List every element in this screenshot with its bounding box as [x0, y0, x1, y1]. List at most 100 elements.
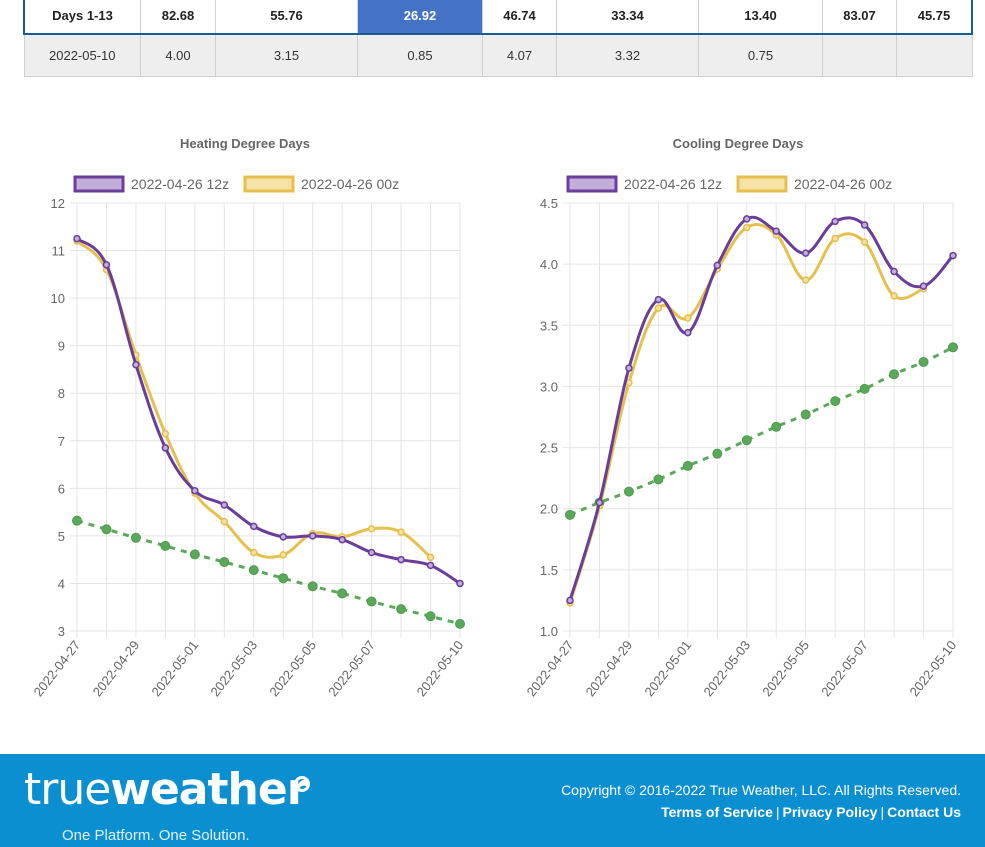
hdd-legend-swatch	[73, 175, 125, 193]
hdd-data-point	[250, 548, 258, 557]
cdd-legend: 2022-04-26 12z 2022-04-26 00z	[566, 175, 892, 193]
table-cell: 13.40	[698, 0, 823, 35]
cdd-data-point	[800, 409, 811, 420]
cdd-x-tick-label: 2022-05-01	[641, 638, 694, 700]
hdd-data-point	[337, 588, 348, 599]
cdd-data-point	[565, 509, 575, 520]
table-cell: 82.68	[140, 0, 216, 35]
hdd-data-point	[219, 557, 230, 568]
hdd-data-point	[102, 261, 111, 269]
cdd-y-tick-label: 3.0	[540, 379, 558, 394]
hdd-data-point	[397, 555, 405, 564]
privacy-policy-link[interactable]: Privacy Policy	[782, 804, 878, 820]
hdd-data-point	[191, 486, 199, 495]
cdd-data-point	[801, 276, 810, 284]
cdd-data-point	[712, 448, 723, 459]
hdd-y-tick-label: 11	[52, 244, 66, 259]
cdd-data-point	[684, 314, 692, 322]
hdd-x-tick-label: 2022-05-01	[148, 638, 201, 700]
hdd-data-point	[130, 532, 141, 543]
hdd-data-point	[455, 618, 465, 629]
hdd-data-point	[307, 581, 318, 592]
table-row-date: 2022-05-10 4.00 3.15 0.85 4.07 3.32 0.75	[23, 33, 973, 77]
hdd-data-point	[279, 533, 287, 541]
hdd-x-tick-label: 2022-05-10	[414, 638, 467, 700]
table-cell: 26.92	[357, 0, 483, 35]
cdd-y-tick-label: 1.5	[540, 563, 558, 578]
cdd-data-point	[860, 238, 869, 246]
hdd-data-point	[220, 501, 229, 509]
hdd-data-point	[278, 573, 289, 584]
cdd-y-tick-label: 3.5	[540, 318, 558, 333]
hdd-y-tick-label: 9	[58, 339, 65, 354]
hdd-data-point	[338, 535, 346, 544]
logo-tagline: One Platform. One Solution.	[62, 827, 250, 844]
hdd-data-point	[72, 515, 82, 526]
hdd-data-point	[161, 429, 170, 438]
cdd-legend-label: 2022-04-26 12z	[624, 176, 722, 192]
hdd-data-point	[367, 525, 376, 533]
table-cell	[822, 33, 897, 77]
hdd-x-tick-label: 2022-05-03	[207, 638, 260, 700]
cdd-data-point	[682, 460, 693, 471]
hdd-x-tick-label: 2022-05-07	[325, 638, 378, 700]
cdd-data-point	[948, 342, 958, 353]
trueweather-logo[interactable]: trueweather One Platform. One Solution.	[24, 768, 310, 844]
cdd-legend-swatch	[566, 175, 618, 193]
cdd-data-point	[623, 486, 634, 497]
terms-of-service-link[interactable]: Terms of Service	[661, 804, 773, 820]
cdd-data-point	[741, 435, 752, 446]
footer-links: Terms of Service | Privacy Policy | Contact …	[661, 804, 961, 820]
hdd-data-point	[308, 532, 317, 540]
hdd-y-tick-label: 7	[58, 434, 65, 449]
table-cell: 2022-05-10	[23, 33, 141, 77]
hdd-data-point	[161, 444, 170, 452]
link-separator: |	[880, 804, 885, 820]
cdd-x-tick-label: 2022-05-10	[907, 638, 960, 700]
hdd-legend-label: 2022-04-26 12z	[131, 176, 229, 192]
table-cell: 4.00	[140, 33, 216, 77]
cdd-x-tick-label: 2022-04-27	[524, 638, 577, 700]
cdd-data-point	[831, 234, 839, 243]
cdd-y-tick-label: 4.5	[540, 196, 558, 211]
cdd-data-point	[653, 474, 664, 485]
cdd-legend-swatch	[736, 175, 788, 193]
hdd-y-tick-label: 8	[58, 386, 65, 401]
table-cell: 83.07	[822, 0, 897, 35]
cdd-data-point	[743, 223, 751, 232]
hdd-x-tick-label: 2022-04-27	[31, 638, 84, 700]
cdd-data-point	[801, 249, 810, 257]
table-cell: 46.74	[482, 0, 557, 35]
hdd-y-tick-label: 4	[58, 576, 65, 591]
table-cell: 4.07	[482, 33, 557, 77]
hdd-data-point	[189, 549, 200, 560]
hdd-y-tick-label: 5	[58, 529, 65, 544]
logo-thin: true	[24, 764, 111, 815]
hdd-y-tick-label: 10	[51, 291, 65, 306]
cdd-y-tick-label: 2.5	[540, 441, 558, 456]
logo-ring-icon	[294, 776, 310, 792]
cdd-data-point	[919, 282, 928, 290]
contact-us-link[interactable]: Contact Us	[887, 804, 961, 820]
hdd-data-point	[426, 561, 435, 570]
cdd-x-tick-label: 2022-04-29	[583, 638, 636, 700]
summary-table: Days 1-13 82.68 55.76 26.92 46.74 33.34 13.40 8…	[23, 0, 973, 77]
table-row-totals: Days 1-13 82.68 55.76 26.92 46.74 33.34 13.40 8…	[23, 0, 973, 35]
hdd-data-point	[160, 540, 171, 551]
cdd-x-tick-label: 2022-05-07	[818, 638, 871, 700]
cdd-data-point	[713, 261, 722, 270]
hdd-chart-title: Heating Degree Days	[180, 136, 310, 151]
cdd-data-point	[949, 251, 957, 260]
cdd-data-point	[831, 217, 839, 226]
hdd-data-point	[101, 524, 112, 535]
table-cell	[896, 33, 973, 77]
cdd-data-point	[860, 221, 869, 229]
table-cell: 3.15	[215, 33, 358, 77]
hdd-x-tick-label: 2022-05-05	[266, 638, 319, 700]
site-footer: trueweather One Platform. One Solution. …	[0, 754, 985, 847]
hdd-chart: Heating Degree Days 2022-04-26 12z 2022-04…	[31, 136, 467, 699]
hdd-data-point	[220, 517, 229, 526]
cdd-data-point	[918, 356, 929, 367]
link-separator: |	[775, 804, 780, 820]
